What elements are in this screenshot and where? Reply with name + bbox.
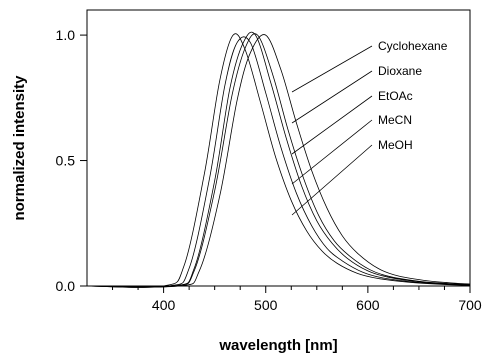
x-tick-label: 500 <box>254 297 278 313</box>
x-tick-label: 400 <box>152 297 176 313</box>
legend-label-meoh: MeOH <box>378 138 413 152</box>
series-line-cyclohexane <box>86 33 471 288</box>
y-tick-label: 1.0 <box>56 27 76 43</box>
y-tick-label: 0.0 <box>56 278 76 294</box>
legend-leader-line <box>291 144 373 216</box>
legend-leader-line <box>291 70 373 124</box>
y-axis-title: normalized intensity <box>11 75 28 221</box>
legend-leader-line <box>291 95 373 155</box>
legend: Cyclohexane Dioxane EtOAc MeCN MeOH <box>291 39 448 216</box>
legend-label-mecn: MeCN <box>378 113 412 127</box>
x-tick-label: 700 <box>458 297 482 313</box>
y-tick-label: 0.5 <box>56 153 76 169</box>
legend-leader-line <box>291 45 373 93</box>
x-axis: 400 500 600 700 <box>112 286 482 313</box>
series-line-etoac <box>86 31 471 288</box>
legend-leader-line <box>291 119 373 185</box>
plot-frame <box>86 9 471 287</box>
x-axis-title: wavelength [nm] <box>218 337 337 354</box>
y-axis: 0.0 0.5 1.0 <box>56 27 87 294</box>
series-line-meoh <box>86 34 471 288</box>
legend-label-etoac: EtOAc <box>378 89 413 103</box>
x-tick-label: 600 <box>356 297 380 313</box>
legend-label-dioxane: Dioxane <box>378 64 422 78</box>
series-line-dioxane <box>86 36 471 288</box>
plot-curves <box>86 31 471 288</box>
legend-label-cyclohexane: Cyclohexane <box>378 39 448 53</box>
series-line-mecn <box>86 33 471 288</box>
